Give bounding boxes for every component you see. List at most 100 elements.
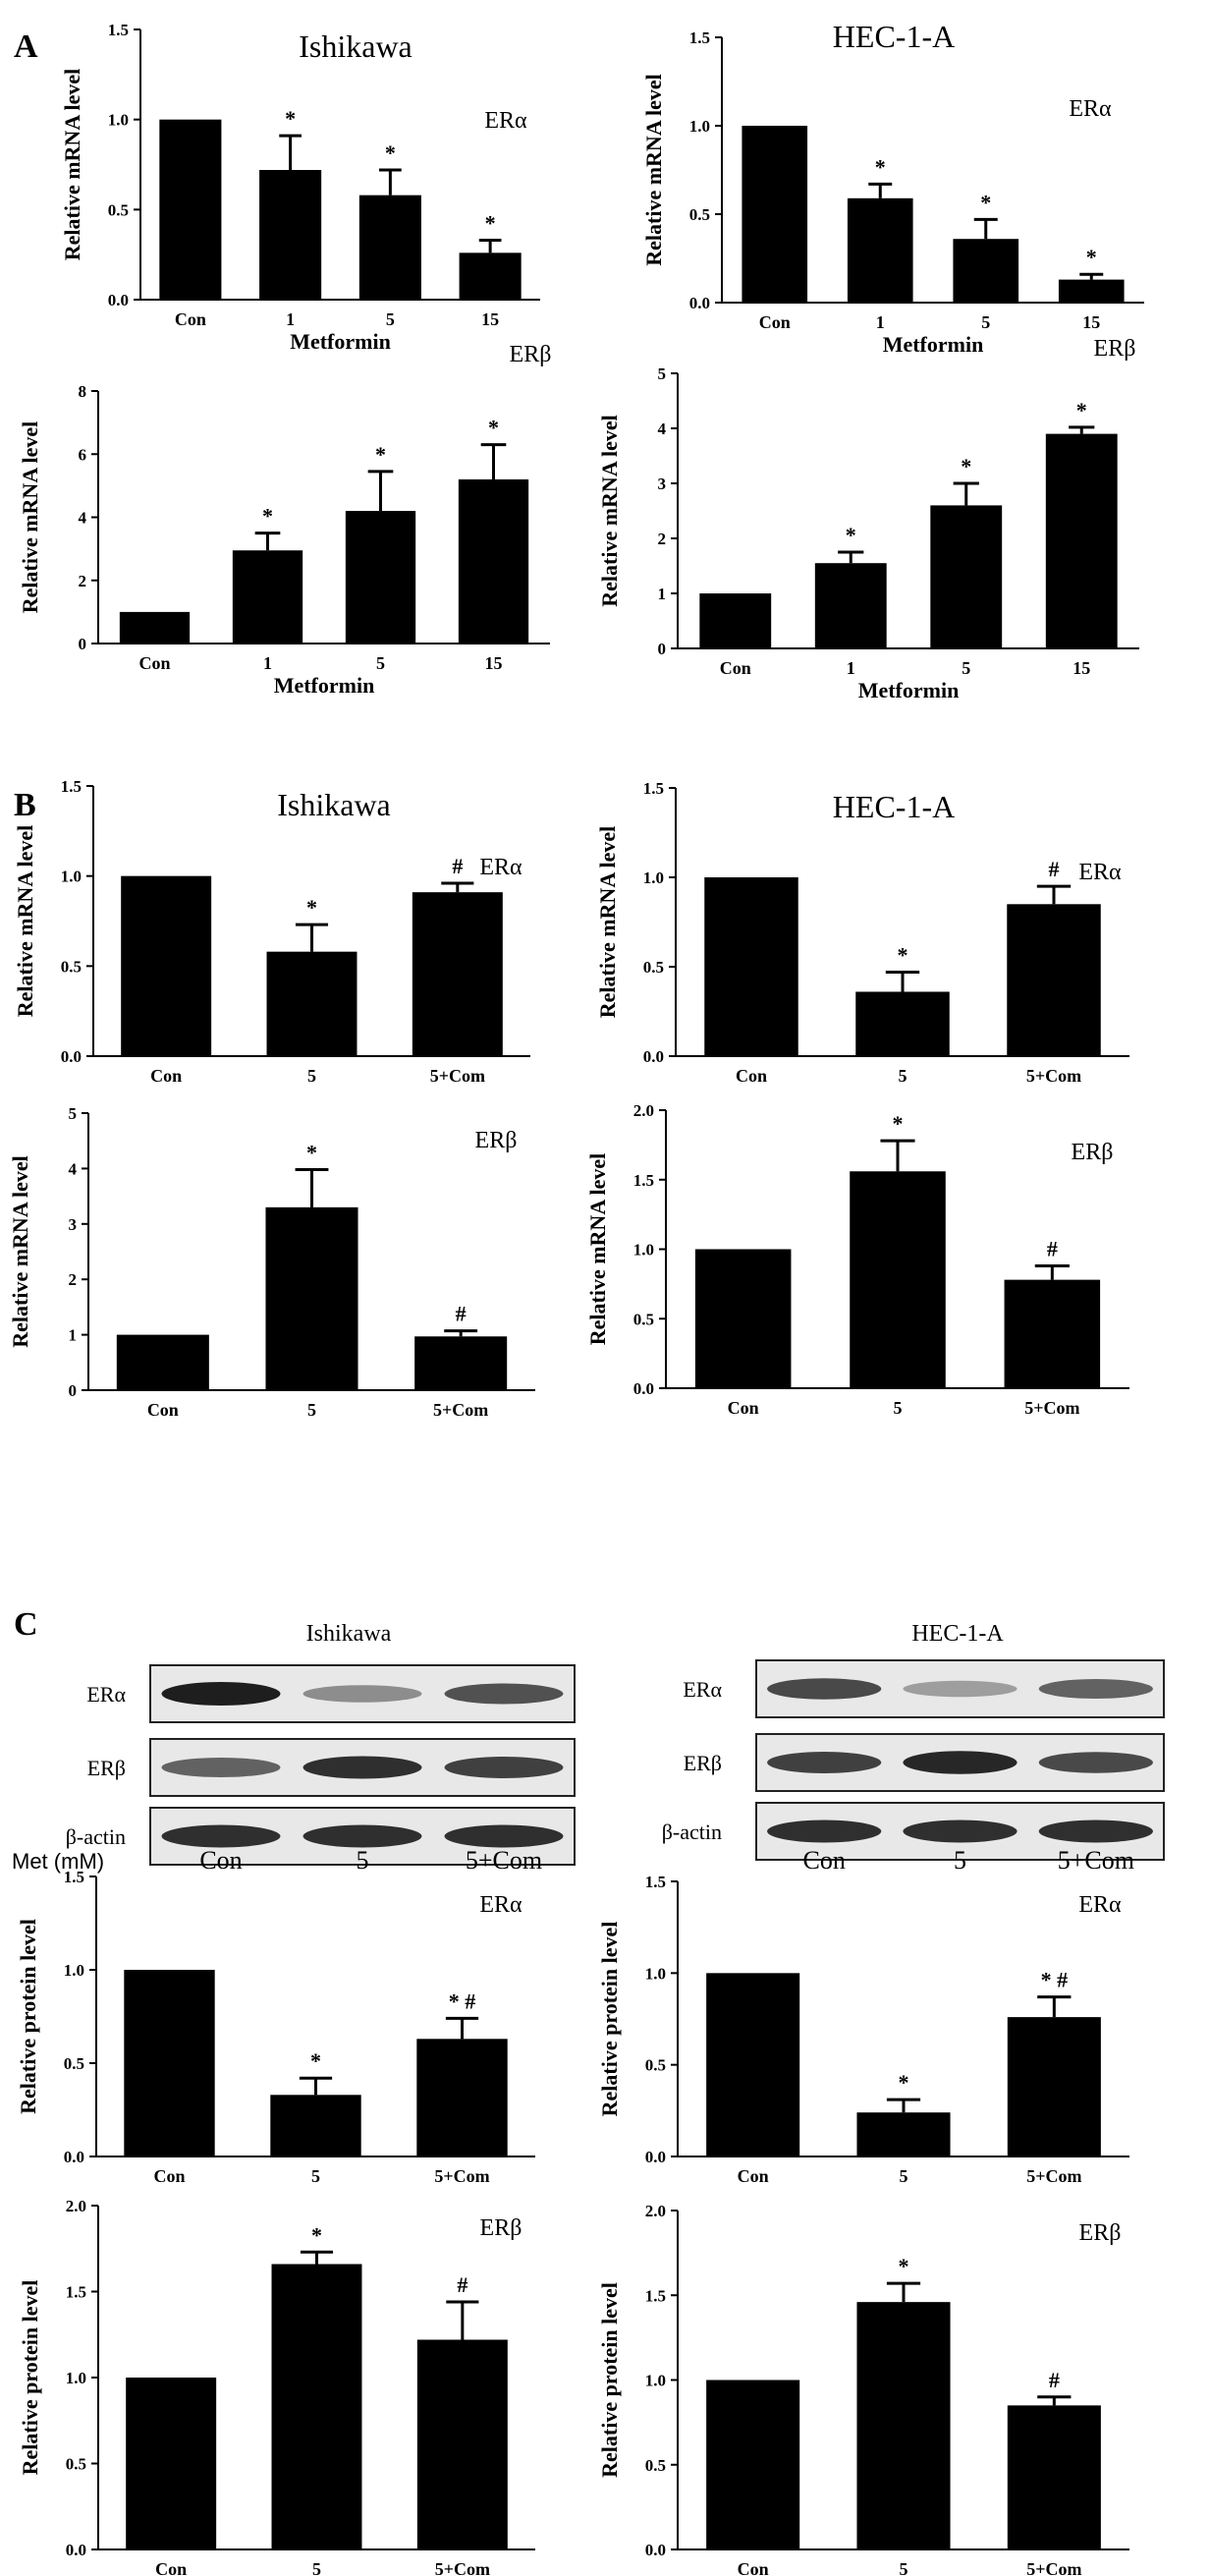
bar xyxy=(124,1970,215,2156)
y-tick-label: 1 xyxy=(658,585,667,603)
bar xyxy=(159,119,222,301)
bar xyxy=(412,892,503,1056)
x-tick-label: 15 xyxy=(1082,312,1100,332)
chart-8: 0.0 0.5 1.0 1.5 2.0 Relative mRNA level Con * 5 #… xyxy=(585,1101,1129,1418)
x-tick-label: 5 xyxy=(900,2166,908,2186)
x-tick-label: 5+Com xyxy=(1026,1066,1081,1086)
blot-title: HEC-1-A xyxy=(911,1621,1004,1647)
y-tick-label: 0.0 xyxy=(108,291,129,309)
y-tick-label: 4 xyxy=(69,1159,78,1178)
receptor-annotation: ERβ xyxy=(475,1128,518,1153)
y-tick-label: 1.5 xyxy=(108,21,129,39)
y-axis-label: Relative mRNA level xyxy=(18,421,42,614)
lane-label: 5+Com xyxy=(466,1846,542,1875)
y-tick-label: 0.0 xyxy=(633,1379,654,1398)
x-tick-label: Con xyxy=(728,1398,759,1418)
blot-band xyxy=(302,1756,422,1779)
bar xyxy=(121,875,212,1056)
blot-band xyxy=(302,1685,422,1703)
bar xyxy=(265,1206,358,1390)
significance-marker: * xyxy=(961,454,971,478)
bar xyxy=(1045,433,1118,648)
y-tick-label: 4 xyxy=(79,509,87,528)
blot-band xyxy=(767,1678,882,1700)
bar xyxy=(266,951,358,1056)
receptor-annotation: ERα xyxy=(484,108,527,134)
significance-marker: * xyxy=(898,942,908,967)
blot-band xyxy=(1038,1820,1153,1843)
y-tick-label: 0.0 xyxy=(689,294,710,312)
receptor-annotation: ERβ xyxy=(1094,336,1136,362)
chart-title: HEC-1-A xyxy=(833,789,955,824)
x-tick-label: Con xyxy=(147,1400,179,1420)
significance-marker: * xyxy=(306,895,317,920)
bar xyxy=(416,2339,508,2549)
panel-label-c: C xyxy=(14,1606,38,1643)
bar xyxy=(1007,2405,1101,2549)
bar xyxy=(1058,279,1125,303)
y-tick-label: 5 xyxy=(69,1104,78,1123)
y-tick-label: 2.0 xyxy=(633,1101,654,1120)
x-tick-label: Con xyxy=(138,653,170,673)
y-axis-label: Relative mRNA level xyxy=(597,415,622,607)
y-tick-label: 0.0 xyxy=(61,1047,82,1066)
y-tick-label: 0 xyxy=(69,1381,78,1400)
x-axis-label: Metformin xyxy=(883,332,984,357)
y-tick-label: 0 xyxy=(79,635,87,653)
bar xyxy=(416,2039,508,2156)
lane-label: 5+Com xyxy=(1058,1846,1134,1875)
significance-marker: # xyxy=(1049,2368,1060,2392)
receptor-annotation: ERβ xyxy=(1079,2220,1122,2246)
bar xyxy=(126,2378,217,2549)
y-tick-label: 2.0 xyxy=(66,2197,86,2215)
significance-marker: * xyxy=(899,2070,909,2095)
x-tick-label: 5 xyxy=(899,1066,908,1086)
x-tick-label: 15 xyxy=(481,309,499,329)
x-tick-label: 5 xyxy=(981,312,990,332)
x-tick-label: 5+Com xyxy=(435,2559,490,2576)
y-tick-label: 0.5 xyxy=(645,2056,666,2075)
bar xyxy=(704,877,798,1056)
bar xyxy=(459,252,522,300)
bar xyxy=(850,1171,946,1388)
blot-band xyxy=(903,1680,1018,1698)
lane-label: Con xyxy=(199,1846,242,1875)
y-tick-label: 1 xyxy=(69,1326,78,1345)
y-tick-label: 2 xyxy=(69,1270,78,1289)
y-tick-label: 0 xyxy=(658,640,667,658)
y-axis-label: Relative protein level xyxy=(597,1922,622,2117)
y-tick-label: 4 xyxy=(658,420,667,438)
bar xyxy=(358,195,421,300)
blot-row-label: β-actin xyxy=(662,1820,722,1844)
bar xyxy=(271,2264,362,2549)
blot-row-label: ERα xyxy=(683,1677,722,1702)
chart-11: 0.0 0.5 1.0 1.5 2.0 Relative protein level Con… xyxy=(18,2197,535,2576)
y-tick-label: 3 xyxy=(69,1215,78,1234)
bar xyxy=(706,2380,800,2549)
y-tick-label: 1.5 xyxy=(643,779,664,798)
blot-row-label: ERα xyxy=(86,1682,126,1707)
receptor-annotation: ERα xyxy=(1078,860,1122,885)
chart-7: 0 1 2 3 4 5 Relative mRNA level Con * 5 #5+Com ERβ xyxy=(8,1104,535,1420)
x-tick-label: 5 xyxy=(311,2166,320,2186)
y-tick-label: 0.0 xyxy=(645,2148,666,2166)
y-tick-label: 1.0 xyxy=(689,117,710,136)
y-axis-label: Relative mRNA level xyxy=(13,825,37,1018)
chart-title: HEC-1-A xyxy=(833,19,955,54)
blot-band xyxy=(1038,1679,1153,1699)
y-tick-label: 1.5 xyxy=(64,1868,84,1886)
receptor-annotation: ERα xyxy=(479,1892,522,1918)
blot-band xyxy=(903,1820,1018,1843)
blot-row-label: ERβ xyxy=(684,1751,722,1775)
x-tick-label: 5 xyxy=(376,653,385,673)
significance-marker: # xyxy=(1047,1236,1058,1260)
chart-5: 0.0 0.5 1.0 1.5 Relative mRNA level Con * 5 #5+C… xyxy=(13,777,530,1086)
y-tick-label: 2.0 xyxy=(645,2202,666,2220)
y-axis-label: Relative mRNA level xyxy=(8,1155,32,1348)
chart-12: 0.0 0.5 1.0 1.5 2.0 Relative protein level Con… xyxy=(597,2202,1129,2576)
x-tick-label: 5+Com xyxy=(433,1400,488,1420)
bar xyxy=(953,239,1019,303)
y-tick-label: 1.5 xyxy=(645,2286,666,2305)
significance-marker: * xyxy=(488,416,499,440)
